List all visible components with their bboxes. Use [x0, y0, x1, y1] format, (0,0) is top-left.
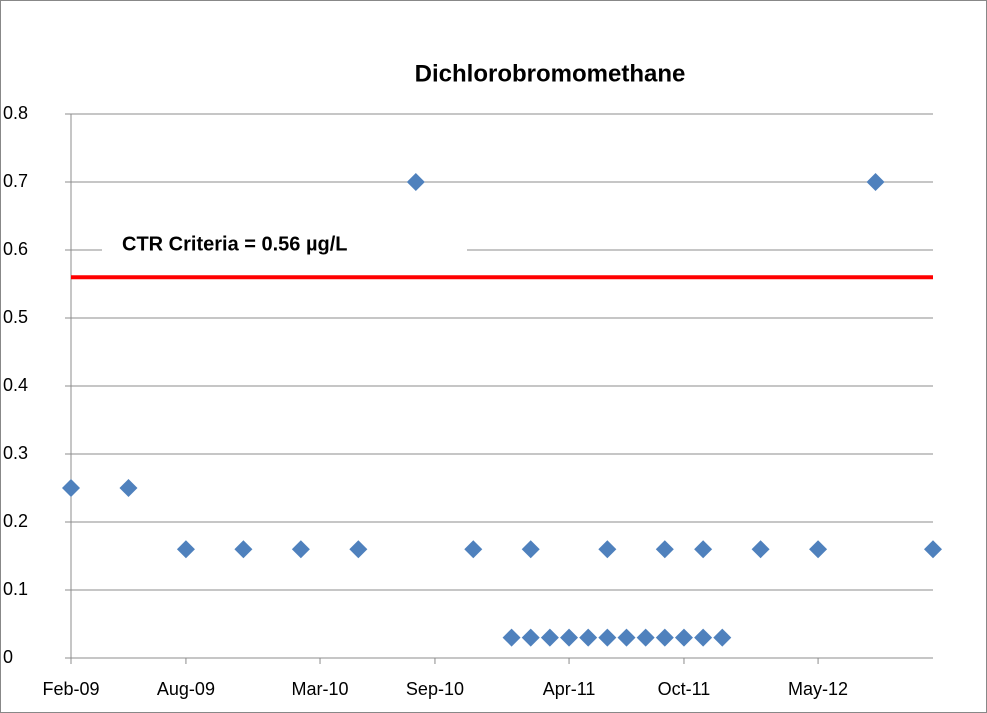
data-point: [406, 173, 425, 191]
data-point: [521, 628, 540, 647]
y-tick-label: 0: [3, 647, 13, 667]
data-point: [598, 628, 617, 647]
x-tick-label: Oct-11: [658, 679, 711, 699]
data-point: [655, 628, 674, 647]
data-point: [291, 540, 310, 559]
y-tick-label: 0.7: [3, 171, 28, 191]
reference-label: CTR Criteria = 0.56 µg/L: [122, 233, 347, 255]
data-point: [540, 628, 559, 647]
data-point: [617, 628, 636, 647]
data-point: [176, 540, 195, 559]
data-point: [674, 628, 693, 647]
data-point: [924, 540, 942, 559]
data-point: [636, 628, 655, 647]
x-tick-label: Aug-09: [157, 679, 215, 699]
data-point: [655, 540, 674, 559]
data-point: [579, 628, 598, 647]
x-tick-label: Mar-10: [292, 679, 349, 699]
x-tick-label: May-12: [788, 679, 848, 699]
data-point: [866, 173, 885, 191]
data-point: [809, 540, 828, 559]
reference-label-bg: [102, 228, 467, 260]
y-tick-label: 0.5: [3, 307, 28, 327]
data-point: [694, 628, 713, 647]
data-point: [598, 540, 617, 559]
x-tick-label: Apr-11: [543, 679, 596, 699]
data-point: [119, 479, 138, 497]
data-point: [464, 540, 483, 559]
data-point: [234, 540, 253, 559]
data-point: [560, 628, 579, 647]
y-tick-label: 0.4: [3, 375, 28, 395]
x-tick-label: Feb-09: [42, 679, 99, 699]
y-tick-label: 0.6: [3, 239, 28, 259]
data-point: [349, 540, 368, 559]
y-tick-label: 0.1: [3, 579, 28, 599]
y-tick-label: 0.3: [3, 443, 28, 463]
data-point: [694, 540, 713, 559]
data-point: [502, 628, 521, 647]
y-tick-label: 0.8: [3, 103, 28, 123]
data-point: [751, 540, 770, 559]
data-point: [62, 479, 80, 497]
chart-title: Dichlorobromomethane: [415, 60, 686, 87]
x-tick-label: Sep-10: [406, 679, 464, 699]
data-point: [521, 540, 540, 559]
data-point: [713, 628, 732, 647]
y-tick-label: 0.2: [3, 511, 28, 531]
